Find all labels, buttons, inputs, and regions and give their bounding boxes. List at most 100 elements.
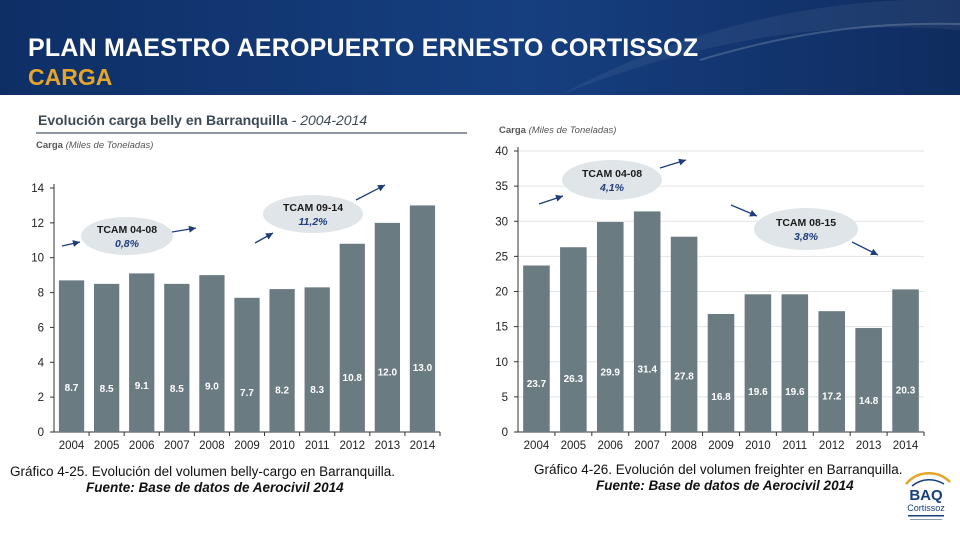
right-x-tick-label: 2010 [745,440,771,452]
left-x-tick-label: 2004 [59,440,85,452]
caption-left-title: Gráfico 4-25. Evolución del volumen bell… [10,464,395,479]
header-banner: PLAN MAESTRO AEROPUERTO ERNESTO CORTISSO… [0,0,960,95]
right-annotation-tcam-08-15-bubble [754,208,858,250]
left-arrow-1a-head [72,240,80,247]
right-x-tick-label: 2007 [634,440,660,452]
left-x-tick-label: 2011 [305,440,330,452]
right-x-tick-label: 2006 [597,440,623,452]
left-x-tick-label: 2014 [410,440,436,452]
baq-logo-mark: BAQ Cortissoz [905,472,951,520]
right-y-tick-label: 20 [495,287,508,299]
left-data-label: 10.8 [343,373,363,384]
belly-cargo-chart: Evolución carga belly en Barranquilla - … [31,112,467,452]
left-y-tick-label: 4 [38,357,45,369]
left-bar [164,283,190,432]
left-ylabel: Carga (Miles de Toneladas) [36,140,153,151]
left-arrow-1b-head [188,225,196,233]
left-annotation-tcam-09-14-bubble [263,195,363,233]
right-bar [855,328,882,432]
left-x-tick-label: 2008 [199,440,225,452]
left-chart-title: Evolución carga belly en Barranquilla - … [38,112,367,128]
left-arrow-2a-head [265,233,273,240]
left-x-tick-label: 2006 [129,440,155,452]
right-bar [670,236,698,432]
right-bar [744,294,772,432]
left-x-tick-label: 2007 [164,440,190,452]
header-swoosh [560,0,960,95]
left-y-tick-label: 2 [38,392,44,404]
right-x-tick-label: 2011 [782,440,807,452]
right-bar [523,265,550,432]
right-data-label: 20.3 [896,385,916,396]
right-data-label: 29.9 [601,367,621,378]
left-y-tick-label: 10 [31,253,44,265]
left-data-label: 8.3 [310,385,324,396]
right-data-label: 17.2 [822,391,842,402]
right-data-label: 19.6 [785,387,805,398]
left-y-tick-label: 12 [31,218,44,230]
page-title: PLAN MAESTRO AEROPUERTO ERNESTO CORTISSO… [28,34,699,62]
right-x-tick-label: 2009 [708,440,734,452]
left-bar [409,205,436,432]
left-bar [304,287,330,432]
left-bar [58,280,85,432]
right-bar [633,211,661,432]
caption-right: Gráfico 4-26. Evolución del volumen frei… [534,462,902,494]
right-data-label: 26.3 [564,374,584,385]
left-data-label: 12.0 [378,368,398,379]
left-bar [339,243,365,432]
right-y-tick-label: 10 [495,357,508,369]
left-data-label: 7.7 [240,388,254,399]
right-bar [781,294,809,432]
right-bar [560,247,587,432]
left-arrow-2b-head [377,185,385,192]
caption-left: Gráfico 4-25. Evolución del volumen bell… [10,464,395,496]
right-data-label: 27.8 [674,371,694,382]
left-y-tick-label: 8 [38,288,44,300]
left-bar [374,222,400,432]
right-data-label: 16.8 [711,392,731,403]
caption-right-source: Fuente: Base de datos de Aerocivil 2014 [596,478,854,493]
right-y-tick-label: 35 [495,181,508,193]
right-annotation-tcam-08-15-value: 3,8% [794,231,819,243]
right-x-tick-label: 2012 [819,440,845,452]
left-annotation-tcam-04-08-bubble [81,217,173,255]
right-bar [892,289,919,432]
right-bar [818,311,846,432]
left-x-tick-label: 2005 [94,440,120,452]
left-bar [234,297,260,432]
caption-right-title: Gráfico 4-26. Evolución del volumen frei… [534,462,903,477]
right-data-label: 19.6 [748,387,768,398]
right-ylabel: Carga (Miles de Toneladas) [499,125,616,136]
left-y-tick-label: 14 [31,183,44,195]
right-arrow-2b-head [870,248,878,255]
left-bar [269,289,295,432]
left-y-tick-label: 6 [38,322,44,334]
left-x-tick-label: 2012 [339,440,365,452]
left-annotation-tcam-04-08-value: 0,8% [115,238,140,250]
caption-left-source: Fuente: Base de datos de Aerocivil 2014 [86,480,344,495]
left-bar [129,273,155,432]
left-data-label: 8.5 [100,384,114,395]
left-y-tick-label: 0 [38,427,44,439]
left-x-tick-label: 2010 [269,440,295,452]
right-data-label: 14.8 [859,396,879,407]
left-x-tick-label: 2013 [375,440,401,452]
left-annotation-tcam-09-14-label: TCAM 09-14 [283,202,343,214]
left-data-label: 8.7 [65,383,79,394]
right-annotation-tcam-04-08-bubble [562,160,662,200]
left-data-label: 8.5 [170,384,184,395]
right-x-tick-label: 2008 [671,440,697,452]
right-y-tick-label: 5 [502,392,508,404]
svg-text:BAQ: BAQ [909,487,943,504]
left-x-tick-label: 2009 [234,440,260,452]
left-data-label: 9.1 [135,381,149,392]
right-bar [596,221,624,432]
svg-text:Cortissoz: Cortissoz [907,503,945,513]
right-annotation-tcam-08-15-label: TCAM 08-15 [776,217,836,229]
right-arrow-1a-head [555,194,563,202]
right-arrow-1b-head [678,158,686,166]
right-annotation-tcam-04-08-value: 4,1% [599,182,625,194]
page-subtitle: CARGA [28,64,113,90]
